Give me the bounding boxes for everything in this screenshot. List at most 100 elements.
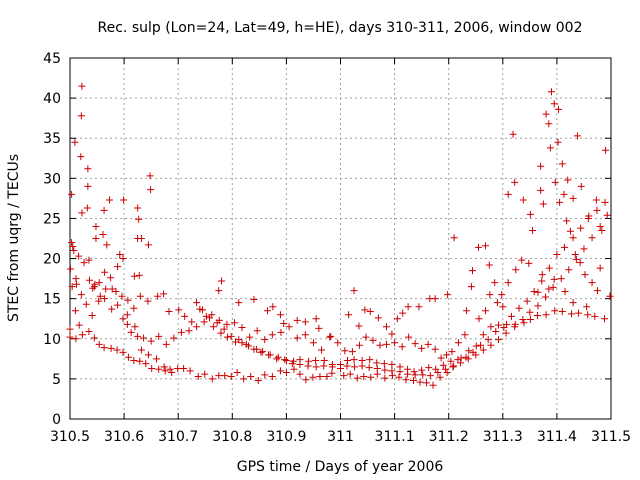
data-point bbox=[404, 303, 412, 311]
data-point bbox=[134, 332, 142, 340]
data-point bbox=[301, 331, 309, 339]
y-tick-label: 25 bbox=[43, 211, 61, 227]
data-point bbox=[601, 315, 609, 323]
data-point bbox=[230, 319, 238, 327]
data-point bbox=[162, 340, 170, 348]
data-point bbox=[140, 334, 148, 342]
data-point bbox=[366, 308, 374, 316]
data-point bbox=[90, 334, 98, 342]
data-point bbox=[137, 346, 145, 354]
data-point bbox=[504, 279, 512, 287]
data-point bbox=[388, 360, 396, 368]
data-point bbox=[568, 310, 576, 318]
data-point bbox=[105, 196, 113, 204]
data-point bbox=[223, 333, 231, 341]
data-point bbox=[525, 259, 533, 267]
data-point bbox=[418, 366, 426, 374]
data-point bbox=[320, 362, 328, 370]
data-point bbox=[573, 132, 581, 140]
data-point bbox=[405, 333, 413, 341]
data-point bbox=[415, 303, 423, 311]
data-point bbox=[323, 372, 331, 380]
data-point bbox=[526, 308, 534, 316]
data-point bbox=[68, 239, 76, 247]
data-point bbox=[77, 112, 85, 120]
data-point bbox=[486, 291, 494, 299]
data-point bbox=[177, 328, 185, 336]
data-point bbox=[146, 172, 154, 180]
data-point bbox=[358, 362, 366, 370]
data-point bbox=[185, 327, 193, 335]
data-point bbox=[269, 303, 277, 311]
data-point bbox=[84, 182, 92, 190]
data-point bbox=[418, 344, 426, 352]
data-point bbox=[388, 367, 396, 375]
data-point bbox=[282, 368, 290, 376]
data-point bbox=[188, 318, 196, 326]
data-point bbox=[328, 363, 336, 371]
x-tick-label: 311.4 bbox=[537, 429, 577, 445]
data-point bbox=[274, 353, 282, 361]
data-point bbox=[119, 315, 127, 323]
data-point bbox=[360, 372, 368, 380]
data-point bbox=[431, 295, 439, 303]
data-point bbox=[416, 378, 424, 386]
data-point bbox=[577, 182, 585, 190]
data-point bbox=[119, 255, 127, 263]
data-point bbox=[353, 374, 361, 382]
data-point bbox=[80, 259, 88, 267]
data-point bbox=[481, 242, 489, 250]
data-point bbox=[127, 328, 135, 336]
data-point bbox=[351, 363, 359, 371]
data-point bbox=[557, 275, 565, 283]
data-point bbox=[72, 335, 80, 343]
y-tick-label: 20 bbox=[43, 252, 61, 268]
data-point bbox=[235, 299, 243, 307]
data-point bbox=[261, 336, 269, 344]
x-axis-label: GPS time / Days of year 2006 bbox=[237, 459, 444, 475]
data-point bbox=[215, 372, 223, 380]
data-point bbox=[290, 365, 298, 373]
data-point bbox=[454, 339, 462, 347]
data-point bbox=[168, 368, 176, 376]
data-point bbox=[160, 363, 168, 371]
data-point bbox=[345, 311, 353, 319]
data-point bbox=[485, 261, 493, 269]
data-point bbox=[136, 292, 144, 300]
data-point bbox=[337, 364, 344, 372]
y-tick-label: 40 bbox=[43, 91, 61, 107]
data-point bbox=[443, 368, 451, 376]
data-point bbox=[334, 339, 342, 347]
data-point bbox=[68, 190, 76, 198]
data-point bbox=[154, 292, 162, 300]
data-point bbox=[265, 351, 273, 359]
data-point bbox=[584, 214, 592, 222]
data-point bbox=[511, 323, 519, 331]
x-tick-label: 311.2 bbox=[429, 429, 469, 445]
data-point bbox=[108, 305, 116, 313]
data-point bbox=[374, 314, 382, 322]
data-point bbox=[580, 245, 588, 253]
x-tick-label: 310.7 bbox=[158, 429, 198, 445]
data-point bbox=[208, 311, 216, 319]
data-point bbox=[509, 130, 517, 138]
chart-title: Rec. sulp (Lon=24, Lat=49, h=HE), days 3… bbox=[98, 20, 583, 36]
x-tick-label: 311.1 bbox=[375, 429, 415, 445]
y-tick-label: 0 bbox=[52, 412, 61, 428]
data-point bbox=[221, 372, 229, 380]
data-point bbox=[123, 320, 131, 328]
data-point bbox=[220, 325, 228, 333]
data-point bbox=[545, 264, 553, 272]
data-point bbox=[69, 243, 77, 251]
data-point bbox=[441, 365, 449, 373]
data-point bbox=[396, 368, 404, 376]
grid-lines bbox=[70, 58, 611, 419]
data-point bbox=[233, 368, 241, 376]
data-point bbox=[83, 204, 91, 212]
data-point bbox=[153, 355, 161, 363]
data-point bbox=[500, 324, 508, 332]
data-point bbox=[305, 357, 313, 365]
data-point bbox=[327, 332, 335, 340]
data-point bbox=[388, 330, 396, 338]
data-point bbox=[350, 287, 358, 295]
